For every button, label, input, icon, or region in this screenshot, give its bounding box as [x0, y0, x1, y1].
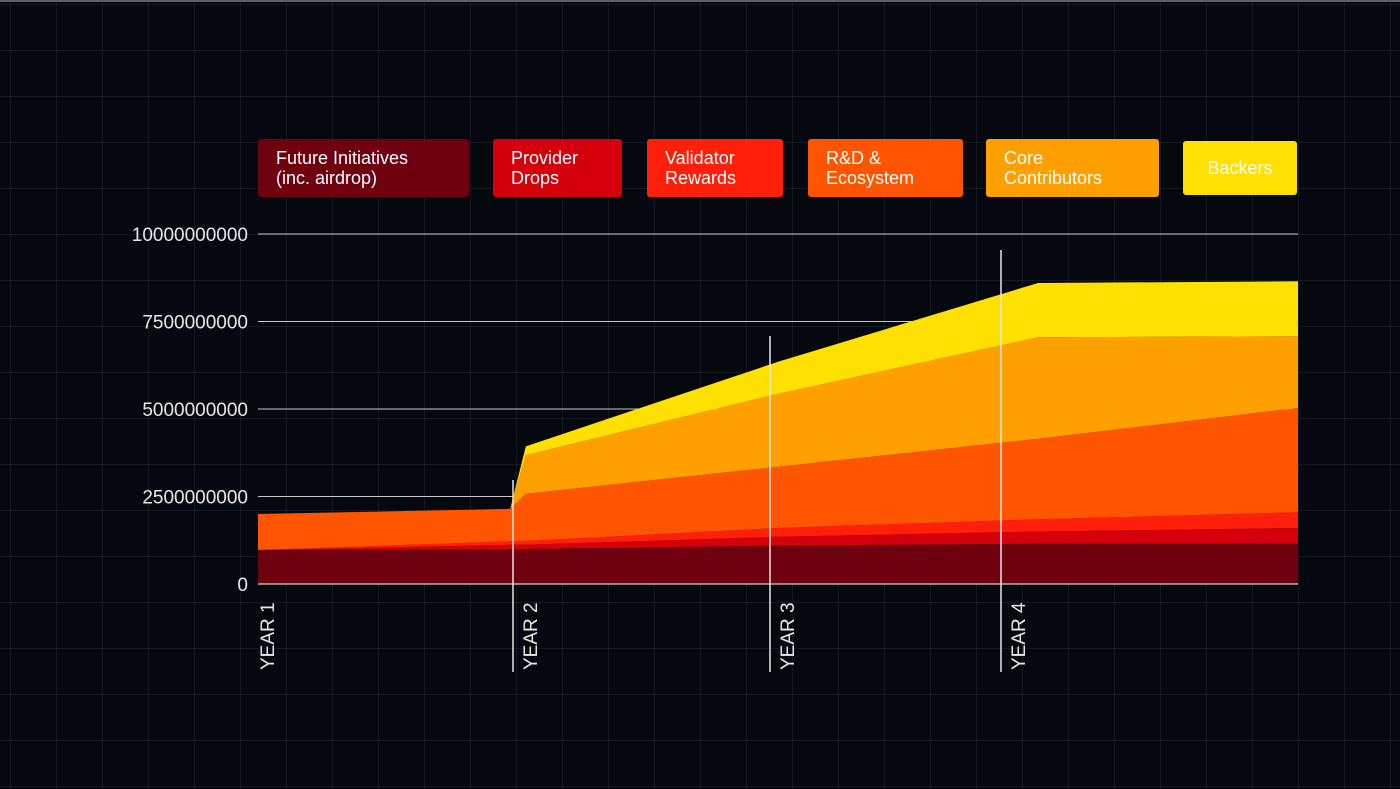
legend-item: R&D & Ecosystem	[808, 139, 963, 197]
area-series-3	[258, 407, 1298, 550]
legend-item: Provider Drops	[493, 139, 622, 197]
area-series-1	[258, 528, 1298, 550]
legend-item: Backers	[1183, 141, 1297, 195]
x-tick-label: YEAR 3	[778, 602, 799, 670]
x-tick-label: YEAR 1	[258, 602, 279, 670]
area-series-0	[258, 543, 1298, 584]
y-tick-label: 5000000000	[142, 400, 248, 421]
area-series-2	[258, 512, 1298, 550]
area-series-5	[258, 281, 1298, 514]
area-series-4	[258, 336, 1298, 514]
legend-item: Future Initiatives (inc. airdrop)	[258, 139, 469, 197]
legend-item: Validator Rewards	[647, 139, 783, 197]
y-tick-label: 7500000000	[142, 313, 248, 334]
x-tick-label: YEAR 2	[521, 602, 542, 670]
y-tick-label: 0	[237, 575, 248, 596]
y-tick-label: 10000000000	[132, 225, 248, 246]
legend-item: Core Contributors	[986, 139, 1159, 197]
x-tick-label: YEAR 4	[1009, 602, 1030, 670]
y-tick-label: 2500000000	[142, 488, 248, 509]
